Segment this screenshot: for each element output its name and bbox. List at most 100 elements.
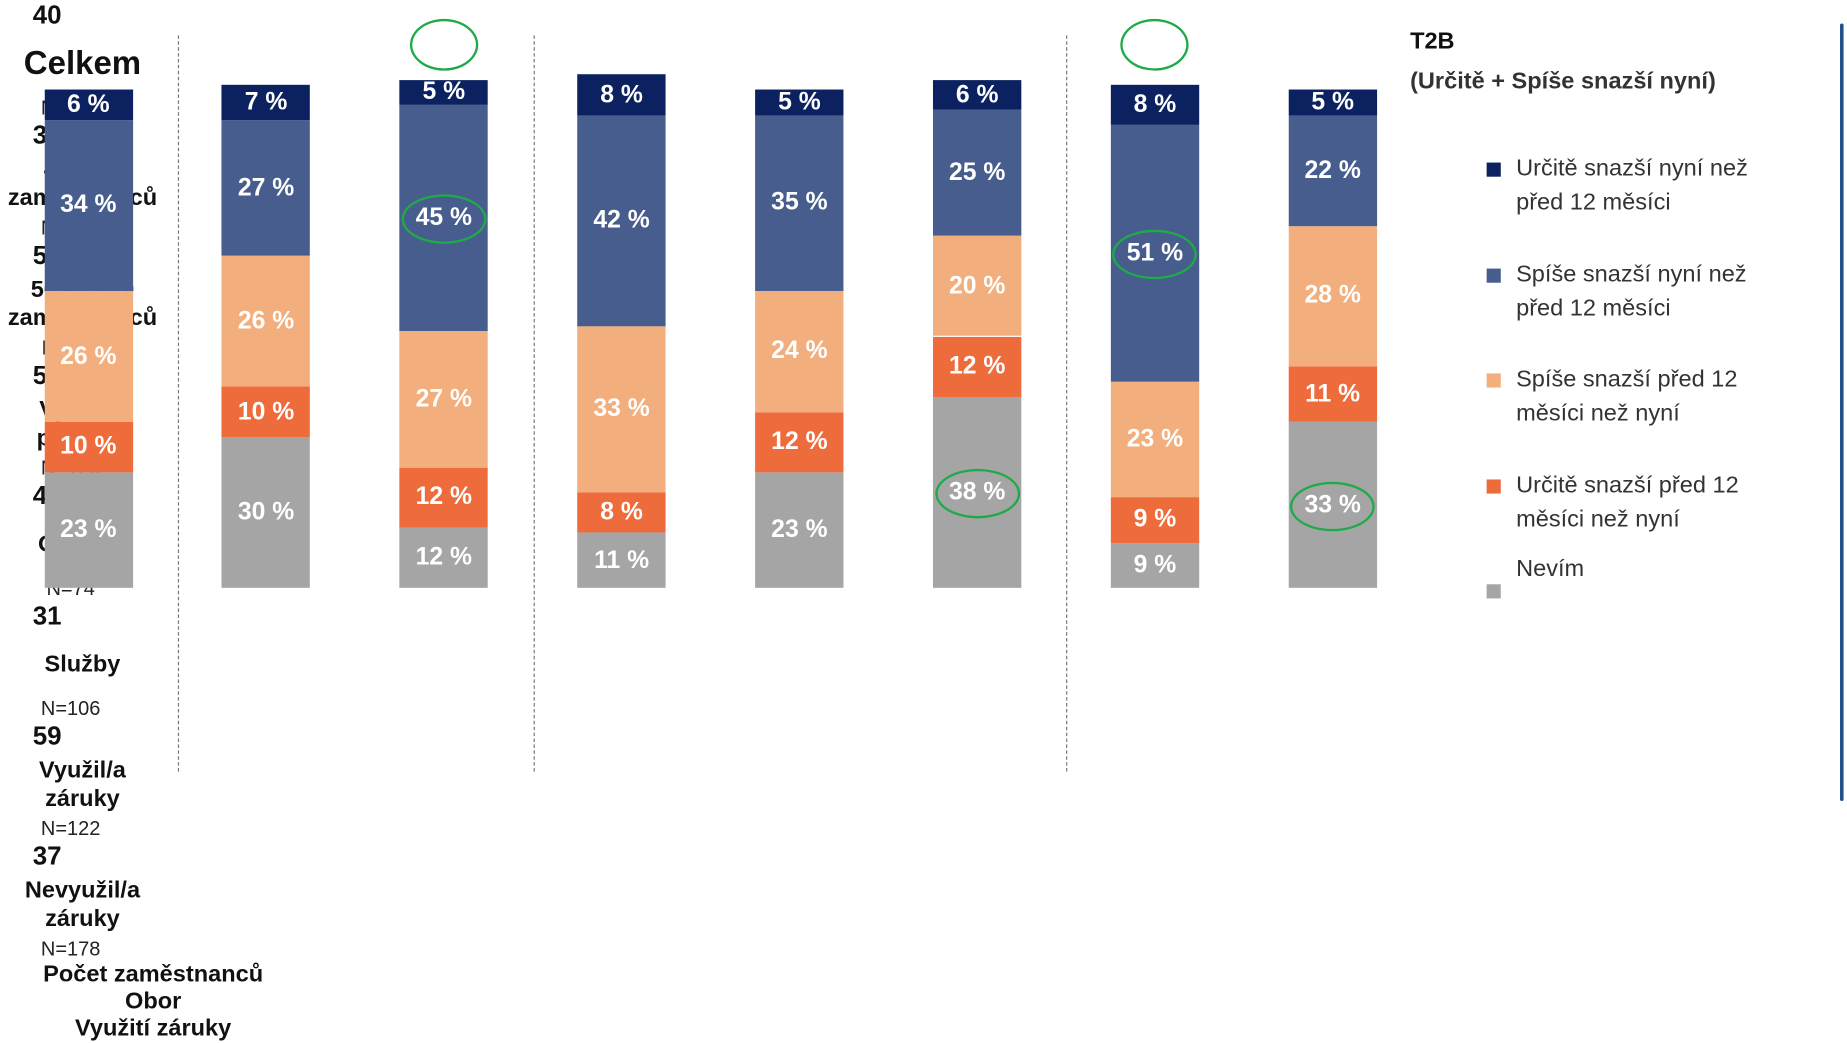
value-label: 26 %	[60, 342, 117, 370]
bar-segment: 12 %	[399, 527, 489, 588]
group-separator	[533, 35, 535, 772]
value-label: 12 %	[948, 352, 1006, 380]
value-label: 26 %	[237, 307, 295, 335]
category-label: Nevyužil/a záruky	[24, 877, 141, 932]
bar-segment: 5 %	[1288, 88, 1377, 116]
total-label: 31	[32, 600, 62, 631]
bar-segment: 34 %	[44, 120, 133, 292]
highlight-circle	[409, 18, 479, 71]
value-label: 6 %	[67, 90, 110, 118]
bar-segment: 23 %	[755, 472, 844, 588]
bar-segment: 26 %	[44, 291, 133, 422]
bar-segment: 23 %	[1110, 381, 1200, 498]
bar-segment: 6 %	[44, 89, 133, 121]
value-label: 12 %	[415, 543, 473, 571]
value-label: 11 %	[1305, 380, 1361, 408]
value-label: 33 %	[593, 395, 650, 423]
legend-title: T2B	[1410, 28, 1455, 55]
group-label: Obor	[124, 988, 182, 1015]
bar-segment: 12 %	[932, 336, 1022, 397]
bar-segment: 25 %	[932, 109, 1022, 236]
bar-segment: 8 %	[577, 492, 666, 533]
bar-segment: 24 %	[755, 291, 844, 412]
legend-swatch	[1486, 162, 1501, 177]
bar-segment: 8 %	[1110, 84, 1200, 126]
group-separator	[177, 35, 179, 772]
frame-edge	[1840, 23, 1844, 802]
group-label: Využití záruky	[75, 1015, 232, 1042]
bar-segment: 10 %	[44, 421, 133, 473]
category-label: Služby	[44, 651, 121, 678]
value-label: 6 %	[955, 80, 999, 108]
highlight-circle	[1112, 229, 1198, 280]
bar-segment: 12 %	[755, 411, 844, 473]
group-label: Počet zaměstnanců	[43, 961, 264, 988]
highlight-circle	[1290, 481, 1376, 531]
value-label: 24 %	[771, 337, 828, 365]
sample-size: N=122	[40, 817, 101, 840]
value-label: 10 %	[60, 432, 117, 460]
value-label: 42 %	[593, 206, 650, 234]
bar-segment: 6 %	[932, 79, 1022, 110]
legend-entry: Nevím	[1516, 556, 1585, 582]
value-label: 27 %	[237, 173, 295, 201]
bar-segment: 11 %	[1288, 366, 1377, 422]
legend-swatch	[1486, 373, 1501, 388]
value-label: 25 %	[948, 158, 1006, 186]
bar-segment: 9 %	[1110, 497, 1200, 543]
bar-segment: 5 %	[399, 78, 489, 106]
value-label: 22 %	[1304, 156, 1361, 184]
value-label: 5 %	[1311, 88, 1354, 116]
sample-size: N=178	[40, 937, 101, 961]
total-label: 37	[32, 841, 62, 871]
group-separator	[1066, 35, 1068, 772]
value-label: 12 %	[771, 427, 828, 455]
value-label: 10 %	[237, 397, 295, 425]
bar-segment: 10 %	[221, 386, 311, 437]
category-label: Celkem	[23, 44, 142, 82]
bar-segment: 27 %	[399, 331, 489, 468]
value-label: 5 %	[422, 78, 466, 106]
sample-size: N=106	[40, 697, 101, 720]
bar-segment: 28 %	[1288, 225, 1377, 367]
bar-segment: 7 %	[221, 84, 311, 121]
value-label: 20 %	[948, 271, 1006, 299]
value-label: 5 %	[778, 88, 821, 116]
bar-segment: 35 %	[755, 114, 844, 292]
value-label: 9 %	[1133, 505, 1177, 533]
bar-segment: 5 %	[755, 88, 844, 116]
bar-segment: 20 %	[932, 235, 1022, 337]
value-label: 8 %	[600, 498, 643, 526]
bar-segment: 33 %	[577, 326, 666, 493]
highlight-circle	[1120, 18, 1190, 71]
bar-segment: 9 %	[1110, 542, 1200, 588]
legend-entry: Určitě snazší před 12 měsíci než nyní	[1516, 471, 1739, 532]
value-label: 34 %	[60, 191, 117, 219]
value-label: 27 %	[415, 385, 473, 413]
bar-segment: 12 %	[399, 467, 489, 528]
value-label: 23 %	[60, 515, 117, 543]
value-label: 9 %	[1133, 551, 1177, 579]
bar-segment: 26 %	[221, 255, 311, 387]
chart: T2B (Určitě + Spíše snazší nyní) 23 % 10 …	[8, 0, 1844, 1041]
legend-swatch	[1486, 584, 1501, 599]
bar-segment: 23 %	[44, 472, 133, 588]
legend-subtitle: (Určitě + Spíše snazší nyní)	[1410, 68, 1716, 95]
legend-entry: Spíše snazší před 12 měsíci než nyní	[1516, 366, 1738, 427]
legend-swatch	[1486, 267, 1501, 283]
legend-entry: Spíše snazší nyní než před 12 měsíci	[1516, 260, 1747, 322]
value-label: 11 %	[594, 546, 650, 574]
bar-segment: 30 %	[221, 436, 311, 588]
highlight-circle	[934, 468, 1020, 519]
value-label: 8 %	[1133, 90, 1177, 118]
value-label: 7 %	[244, 88, 288, 116]
total-label: 59	[32, 720, 62, 751]
total-label: 40	[32, 0, 62, 30]
bar-segment: 11 %	[577, 532, 666, 588]
value-label: 35 %	[771, 188, 828, 216]
legend-entry: Určitě snazší nyní než před 12 měsíci	[1516, 155, 1748, 216]
page: {"chart_data":{"type":"stacked_bar", "ti…	[7, 0, 1844, 1042]
value-label: 28 %	[1304, 281, 1361, 310]
bar-segment: 42 %	[577, 114, 666, 327]
bar-segment: 22 %	[1288, 114, 1377, 226]
